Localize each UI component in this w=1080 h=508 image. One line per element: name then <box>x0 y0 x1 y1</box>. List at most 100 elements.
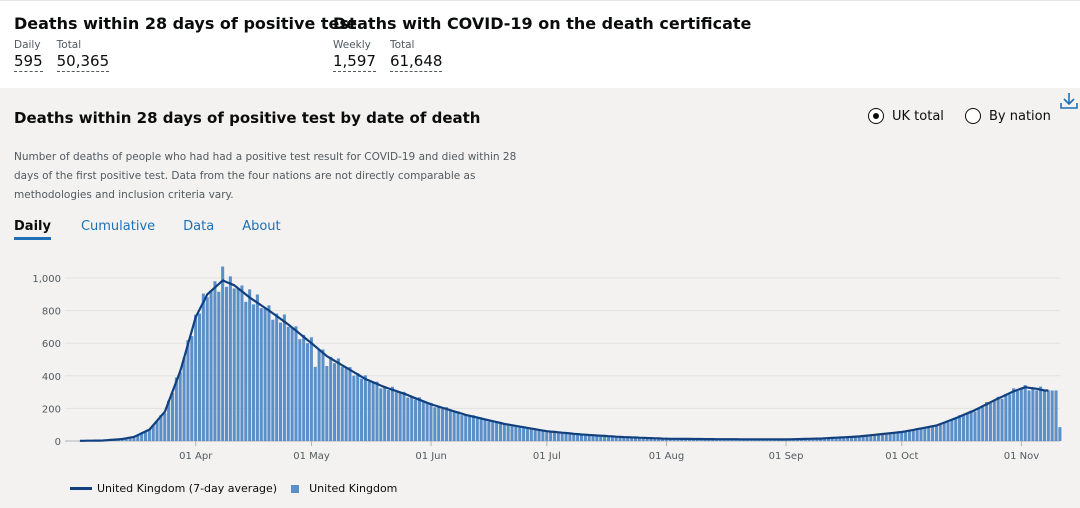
bar[interactable] <box>664 438 668 441</box>
bar[interactable] <box>996 396 1000 441</box>
bar[interactable] <box>911 429 915 441</box>
bar[interactable] <box>487 421 491 441</box>
bar[interactable] <box>282 314 286 441</box>
bar[interactable] <box>560 432 564 441</box>
bar[interactable] <box>333 363 337 441</box>
bar[interactable] <box>572 433 576 441</box>
bar[interactable] <box>965 413 969 441</box>
bar[interactable] <box>167 400 171 441</box>
bar[interactable] <box>464 414 468 441</box>
bar[interactable] <box>240 285 244 441</box>
download-icon[interactable] <box>1058 90 1080 112</box>
bar[interactable] <box>861 435 865 441</box>
bar[interactable] <box>325 366 329 441</box>
bar[interactable] <box>394 392 398 441</box>
bar[interactable] <box>140 433 144 441</box>
bar[interactable] <box>495 422 499 441</box>
bar[interactable] <box>877 434 881 441</box>
bar[interactable] <box>927 427 931 441</box>
bar[interactable] <box>1046 390 1050 441</box>
bar[interactable] <box>522 427 526 441</box>
metric-value[interactable]: 50,365 <box>56 52 110 72</box>
bar[interactable] <box>348 367 352 441</box>
bar[interactable] <box>610 436 614 441</box>
bar[interactable] <box>1000 398 1004 441</box>
bar[interactable] <box>938 424 942 441</box>
bar[interactable] <box>209 290 213 441</box>
bar[interactable] <box>379 388 383 441</box>
by-nation-option[interactable]: By nation <box>965 108 1051 124</box>
bar[interactable] <box>244 301 248 441</box>
bar[interactable] <box>352 375 356 441</box>
bar[interactable] <box>1042 391 1046 441</box>
bar[interactable] <box>1019 388 1023 441</box>
tab-cumulative[interactable]: Cumulative <box>80 219 156 234</box>
bar[interactable] <box>1039 386 1043 441</box>
bar[interactable] <box>290 327 294 441</box>
bar[interactable] <box>1054 390 1058 441</box>
bar[interactable] <box>441 408 445 441</box>
bar[interactable] <box>641 437 645 441</box>
metric-value[interactable]: 1,597 <box>333 52 376 72</box>
bar[interactable] <box>988 402 992 441</box>
bar[interactable] <box>174 377 178 441</box>
bar[interactable] <box>514 426 518 441</box>
bar[interactable] <box>279 322 283 441</box>
bar[interactable] <box>410 395 414 441</box>
uk-total-option[interactable]: UK total <box>868 108 944 124</box>
bar[interactable] <box>564 432 568 441</box>
bar[interactable] <box>147 428 151 441</box>
bar[interactable] <box>468 416 472 441</box>
bar[interactable] <box>498 421 502 441</box>
bar[interactable] <box>1015 390 1019 441</box>
bar[interactable] <box>182 357 186 441</box>
bar[interactable] <box>823 438 827 441</box>
bar[interactable] <box>491 420 495 441</box>
bar[interactable] <box>197 313 202 441</box>
bar[interactable] <box>228 276 232 441</box>
bar[interactable] <box>568 433 572 441</box>
bar[interactable] <box>826 438 830 441</box>
bar[interactable] <box>1012 388 1016 441</box>
bar[interactable] <box>606 435 611 441</box>
bar[interactable] <box>1008 394 1012 441</box>
bar[interactable] <box>518 426 522 441</box>
bar[interactable] <box>406 397 410 441</box>
bar[interactable] <box>838 437 842 441</box>
bar[interactable] <box>236 288 240 441</box>
bar[interactable] <box>873 435 877 441</box>
bar[interactable] <box>603 436 607 441</box>
bar[interactable] <box>865 435 869 441</box>
bar[interactable] <box>178 372 182 441</box>
bar[interactable] <box>294 326 298 441</box>
bar[interactable] <box>992 400 996 441</box>
bar[interactable] <box>151 425 155 441</box>
bar[interactable] <box>660 438 665 441</box>
bar[interactable] <box>1058 427 1062 441</box>
bar[interactable] <box>329 356 333 441</box>
bar[interactable] <box>900 432 904 441</box>
bar[interactable] <box>830 437 834 441</box>
bar[interactable] <box>483 418 487 441</box>
bar[interactable] <box>587 434 591 441</box>
bar[interactable] <box>904 430 908 441</box>
bar[interactable] <box>969 410 973 441</box>
bar[interactable] <box>252 304 256 441</box>
bar[interactable] <box>907 430 911 441</box>
bar[interactable] <box>649 438 653 441</box>
bar[interactable] <box>595 435 599 441</box>
bar[interactable] <box>934 425 938 441</box>
bar[interactable] <box>194 314 198 441</box>
bar[interactable] <box>190 336 194 441</box>
bar[interactable] <box>1004 393 1008 441</box>
bar[interactable] <box>387 390 391 441</box>
bar[interactable] <box>961 415 965 441</box>
bar[interactable] <box>973 411 977 441</box>
bar[interactable] <box>78 440 82 442</box>
bar[interactable] <box>834 437 838 441</box>
bar[interactable] <box>537 429 541 441</box>
bar[interactable] <box>884 433 888 441</box>
bar[interactable] <box>471 415 475 441</box>
bar[interactable] <box>186 340 190 441</box>
bar[interactable] <box>630 437 634 441</box>
